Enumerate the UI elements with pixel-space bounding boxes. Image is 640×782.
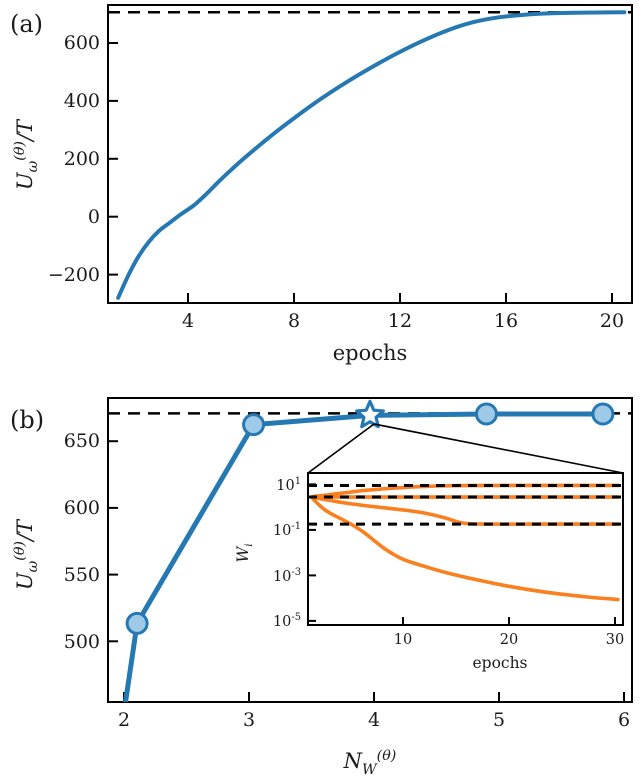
panel-b-ytick-3: 650 xyxy=(64,430,100,452)
panel-b-marker-circle xyxy=(591,402,615,426)
svg-text:Uω(θ)/T: Uω(θ)/T xyxy=(12,118,41,190)
inset-xticklabels: 10 20 30 xyxy=(394,632,624,648)
panel-b-xlabel-base: N xyxy=(343,749,363,773)
inset-curve-3 xyxy=(311,495,620,526)
panel-a-xtick-3: 16 xyxy=(494,310,518,332)
inset-ytick-0: 101 xyxy=(276,476,301,494)
inset-ytick-1: 10-1 xyxy=(273,521,301,539)
inset-xlabel: epochs xyxy=(472,654,527,672)
panel-a-ytick-3: 400 xyxy=(64,90,100,112)
panel-a-label: (a) xyxy=(10,10,43,38)
panel-b-marker-star xyxy=(355,399,385,429)
inset-yticklabels: 101 10-1 10-3 10-5 xyxy=(273,476,301,630)
panel-a: (a) Uω(θ)/T −200 0 200 400 xyxy=(10,4,633,365)
svg-text:NW(θ): NW(θ) xyxy=(343,748,397,778)
inset-data xyxy=(308,483,623,602)
inset-ytick-2: 10-3 xyxy=(273,567,301,585)
panel-b-ylabel-sup: (θ) xyxy=(12,541,28,561)
panel-a-ylabel-base: U xyxy=(13,171,37,190)
panel-a-ytick-1: 0 xyxy=(88,206,100,228)
panel-b-marker-circle xyxy=(242,413,266,437)
panel-b-xtick-2: 4 xyxy=(368,709,380,731)
panel-b-yticks xyxy=(108,440,118,643)
inset-ytick-2-exp: -3 xyxy=(291,567,301,578)
panel-b-ylabel-sub: ω xyxy=(25,560,41,572)
panel-b-marker-circle xyxy=(474,402,498,426)
inset-plot-area xyxy=(308,483,623,602)
panel-a-ylabel-sub: ω xyxy=(25,160,41,172)
inset-ytick-0-exp: 1 xyxy=(295,476,301,487)
inset-ylabel-base: W xyxy=(234,546,252,563)
inset-xticks xyxy=(402,617,616,625)
panel-b-xtick-0: 2 xyxy=(118,709,130,731)
inset-xtick-1: 20 xyxy=(500,632,518,648)
panel-a-xtick-4: 20 xyxy=(600,310,624,332)
panel-b-ytick-2: 600 xyxy=(64,497,100,519)
panel-b-yticklabels: 500 550 600 650 xyxy=(64,430,100,653)
panel-b-xtick-3: 5 xyxy=(493,709,505,731)
panel-b-marker-circle xyxy=(125,611,149,635)
panel-b-xtick-1: 3 xyxy=(243,709,255,731)
panel-b-label: (b) xyxy=(10,406,44,434)
panel-a-xlabel: epochs xyxy=(333,341,408,365)
panel-b-curve xyxy=(123,411,606,702)
inset-ytick-1-exp: -1 xyxy=(291,521,301,532)
panel-b-plot-area xyxy=(108,399,632,702)
panel-a-ylabel-suffix: /T xyxy=(13,118,37,143)
panel-a-frame xyxy=(107,4,633,304)
panel-a-ylabel: Uω(θ)/T xyxy=(12,118,41,190)
panel-b-data xyxy=(108,399,632,702)
panel-a-plot-area xyxy=(108,10,632,300)
panel-b-ylabel-base: U xyxy=(13,571,37,590)
inset-panel: 101 10-1 10-3 10-5 Wi xyxy=(234,423,624,672)
panel-b-xlabel-sup: (θ) xyxy=(377,748,397,764)
panel-b-ytick-1: 550 xyxy=(64,564,100,586)
inset-ylabel: Wi xyxy=(234,543,255,562)
inset-ytick-3: 10-5 xyxy=(273,612,301,630)
panel-a-xtick-2: 12 xyxy=(388,310,412,332)
panel-a-ytick-4: 600 xyxy=(64,32,100,54)
panel-b-ylabel-suffix: /T xyxy=(13,518,37,543)
panel-a-xticklabels: 4 8 12 16 20 xyxy=(182,310,624,332)
panel-a-data xyxy=(108,10,632,300)
panel-a-curve xyxy=(116,10,627,300)
panel-b-xticklabels: 2 3 4 5 6 xyxy=(118,709,630,731)
svg-text:Uω(θ)/T: Uω(θ)/T xyxy=(12,518,41,590)
panel-a-yticklabels: −200 0 200 400 600 xyxy=(48,32,100,286)
panel-a-ytick-2: 200 xyxy=(64,148,100,170)
panel-a-xtick-0: 4 xyxy=(182,310,194,332)
inset-ytick-3-exp: -5 xyxy=(291,612,301,623)
panel-b-xlabel-sub: W xyxy=(362,762,378,778)
inset-curve-4 xyxy=(311,497,620,602)
inset-xtick-0: 10 xyxy=(394,632,412,648)
panel-a-xtick-1: 8 xyxy=(288,310,300,332)
panel-a-ylabel-sup: (θ) xyxy=(12,141,28,161)
panel-b-ytick-0: 500 xyxy=(64,631,100,653)
zoom-connector-lines xyxy=(307,423,624,474)
panel-b-xtick-4: 6 xyxy=(618,709,630,731)
panel-a-yticks xyxy=(108,42,118,276)
panel-b-ylabel: Uω(θ)/T xyxy=(12,518,41,590)
panel-a-xticks xyxy=(187,293,613,303)
inset-xtick-2: 30 xyxy=(606,632,624,648)
inset-ylabel-sub: i xyxy=(243,543,255,546)
panel-b-xlabel: NW(θ) xyxy=(343,748,397,778)
panel-a-ytick-0: −200 xyxy=(48,264,100,286)
svg-text:Wi: Wi xyxy=(234,543,255,562)
